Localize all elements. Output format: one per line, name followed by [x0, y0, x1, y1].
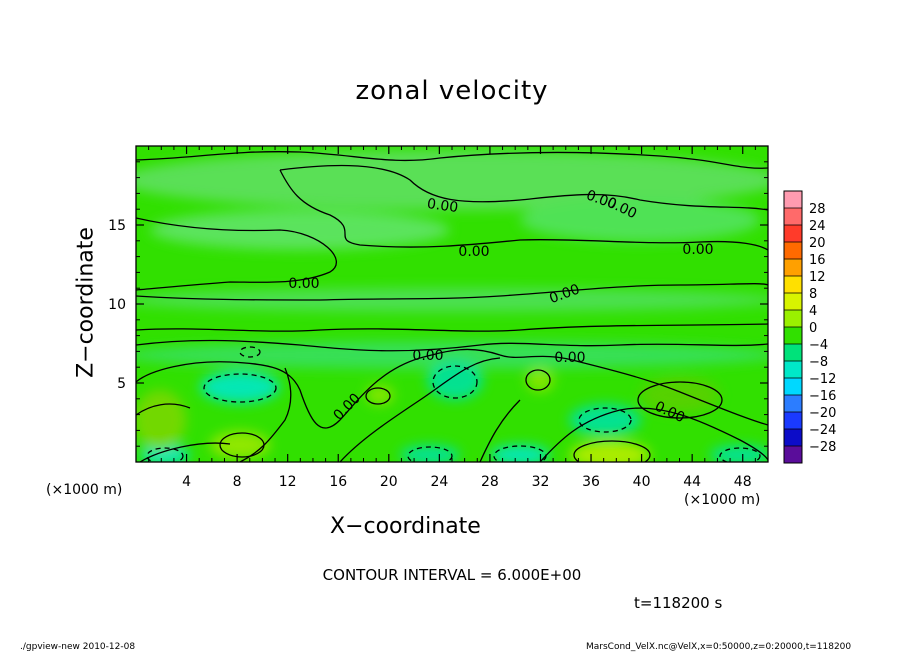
colorbar-label: 24	[809, 219, 826, 234]
colorbar-label: −4	[809, 338, 828, 353]
contour-line	[203, 373, 277, 403]
x-tick-label: 32	[532, 474, 550, 490]
x-tick-label: 4	[182, 474, 191, 490]
x-tick-label: 48	[734, 474, 752, 490]
contour-label: 0.00	[412, 348, 443, 364]
x-unit-label: (×1000 m)	[684, 492, 761, 508]
colorbar-label: −8	[809, 355, 828, 370]
colorbar-label: 28	[809, 202, 826, 217]
colorbar-label: 12	[809, 270, 826, 285]
x-tick-label: 24	[430, 474, 448, 490]
contour-label: 0.00	[554, 350, 585, 366]
contour-line	[136, 323, 768, 332]
y-tick-label: 10	[108, 297, 126, 313]
x-tick-label: 36	[582, 474, 600, 490]
footer-left: ./gpview-new 2010-12-08	[20, 642, 136, 652]
contour-line	[239, 367, 292, 462]
colorbar-label: −28	[809, 440, 836, 455]
colorbar-swatch	[784, 327, 802, 345]
contour-line	[479, 399, 521, 462]
x-axis: 4 8 12 16 20 24 28 32 36 40 44 48	[148, 146, 756, 490]
contour-line	[539, 407, 768, 462]
x-tick-label: 44	[683, 474, 701, 490]
colorbar: 28 24 20 16 12 8 4 0 −4 −8 −12 −16 −20 −24 −28	[783, 190, 836, 464]
colorbar-swatch	[784, 225, 802, 243]
velocity-field	[136, 146, 768, 462]
time-label: t=118200 s	[634, 594, 723, 612]
contour-line	[493, 445, 547, 462]
chart-title: zonal velocity	[355, 76, 549, 106]
colorbar-swatch	[784, 208, 802, 226]
colorbar-label: −24	[809, 423, 836, 438]
contour-line	[339, 357, 501, 462]
contour-label: 0.00	[458, 244, 489, 260]
colorbar-label: −20	[809, 406, 836, 421]
colorbar-swatch	[784, 242, 802, 260]
colorbar-label: 0	[809, 321, 817, 336]
colorbar-label: 20	[809, 236, 826, 251]
contour-line	[525, 369, 551, 391]
contour-line	[432, 365, 478, 399]
contour-line	[136, 151, 768, 169]
contour-line	[239, 346, 261, 358]
y-axis: 5 10 15	[108, 161, 768, 447]
contour-line	[279, 169, 768, 251]
contour-label: 0.00	[682, 242, 713, 258]
contour-label: 0.00	[288, 276, 319, 292]
colorbar-swatch	[784, 344, 802, 362]
x-tick-label: 20	[380, 474, 398, 490]
colorbar-label: −12	[809, 372, 836, 387]
colorbar-swatch	[784, 310, 802, 328]
contour-line	[136, 339, 768, 352]
contour-line	[573, 440, 651, 462]
x-axis-label: X−coordinate	[330, 514, 481, 539]
footer-right: MarsCond_VelX.nc@VelX,x=0:50000,z=0:2000…	[586, 642, 852, 652]
y-unit-label: (×1000 m)	[46, 482, 123, 498]
colorbar-swatch	[784, 395, 802, 413]
colorbar-swatch	[784, 361, 802, 379]
colorbar-label: −16	[809, 389, 836, 404]
contour-line	[578, 407, 632, 433]
colorbar-swatch	[784, 276, 802, 294]
colorbar-swatch	[784, 378, 802, 396]
colorbar-swatch	[784, 446, 802, 464]
colorbar-swatch	[784, 412, 802, 430]
x-tick-label: 12	[279, 474, 297, 490]
y-tick-label: 5	[117, 376, 126, 392]
colorbar-swatch	[784, 293, 802, 311]
contour-line	[719, 447, 761, 462]
contour-lines	[136, 151, 768, 462]
contour-line	[136, 283, 768, 301]
x-tick-label: 8	[233, 474, 242, 490]
contour-line	[279, 164, 768, 211]
contour-line	[219, 432, 265, 458]
colorbar-label: 16	[809, 253, 826, 268]
colorbar-swatch	[784, 259, 802, 277]
x-tick-label: 16	[329, 474, 347, 490]
x-tick-label: 28	[481, 474, 499, 490]
contour-line	[136, 348, 501, 429]
contour-line	[499, 354, 768, 426]
contour-line	[146, 447, 184, 462]
contour-line	[136, 217, 337, 291]
contour-interval-label: CONTOUR INTERVAL = 6.000E+00	[322, 566, 582, 584]
contour-line	[637, 381, 723, 419]
colorbar-swatch	[784, 429, 802, 447]
colorbar-label: 8	[809, 287, 817, 302]
contour-line	[136, 403, 191, 416]
x-tick-label: 40	[633, 474, 651, 490]
contour-line	[407, 446, 453, 462]
colorbar-swatch	[784, 191, 802, 209]
y-tick-label: 15	[108, 218, 126, 234]
contour-label: 0.00	[426, 196, 459, 216]
colorbar-label: 4	[809, 304, 817, 319]
contour-line	[365, 387, 391, 405]
